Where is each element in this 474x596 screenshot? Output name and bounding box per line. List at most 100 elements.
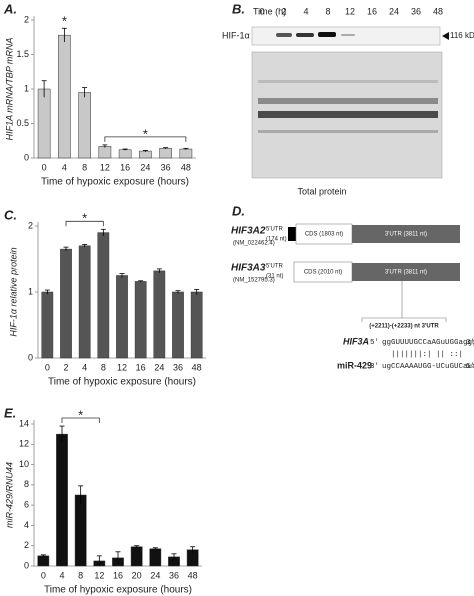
target-seq: ggGUUUUGCCaAGuUGGagggg (382, 339, 474, 347)
x-tick-label: 8 (82, 162, 87, 172)
error-bar (96, 555, 102, 566)
cds: CDS (2010 nt) (304, 270, 342, 276)
x-tick-label: 24 (150, 570, 160, 580)
bar (130, 546, 143, 567)
bracket (61, 417, 100, 424)
x-tick-label: 48 (192, 362, 202, 372)
lane-label: 4 (303, 6, 308, 16)
bar (97, 232, 110, 359)
end-label: 5' (466, 363, 474, 371)
significance: * (82, 211, 87, 226)
error-bar (156, 268, 162, 273)
y-tick-label: 1 (24, 83, 29, 93)
bar (78, 245, 91, 359)
error-bar (163, 147, 169, 150)
band-label: HIF-1α (222, 30, 250, 40)
x-tick-label: 0 (45, 362, 50, 372)
y-tick-label: 8 (24, 479, 29, 489)
bar (139, 150, 152, 159)
bracket (361, 317, 447, 322)
x-tick-label: 0 (42, 162, 47, 172)
x-tick-label: 8 (101, 362, 106, 372)
bar (78, 92, 91, 159)
cds: CDS (1803 nt) (305, 232, 343, 238)
y-tick-label: 0 (24, 152, 29, 162)
x-axis-label: Time of hypoxic exposure (hours) (48, 377, 196, 388)
bar (149, 548, 162, 567)
x-tick-label: 2 (63, 362, 68, 372)
utr5-length: (31 nt) (266, 274, 283, 280)
x-tick-label: 24 (140, 162, 150, 172)
error-bar (175, 290, 181, 294)
gel-band (258, 80, 438, 83)
time-label: Time (h) (253, 6, 286, 16)
error-bar (171, 553, 177, 560)
x-tick-label: 8 (78, 570, 83, 580)
x-tick-label: 16 (113, 570, 123, 580)
bar (172, 291, 184, 359)
accession: (NM_152795.3) (233, 278, 275, 284)
utr5: 5'UTR (266, 227, 283, 233)
bar (153, 270, 166, 359)
bar (37, 88, 51, 159)
error-bar (102, 144, 108, 148)
panel-letter: B. (232, 1, 245, 16)
utr5-length: (174 nt) (266, 237, 287, 243)
utr3-box (352, 263, 460, 281)
panel-letter: D. (232, 203, 245, 218)
x-tick-label: 16 (120, 162, 130, 172)
error-bar (59, 425, 65, 443)
transcript-name: HIF3A2 (231, 226, 266, 237)
error-bar (78, 485, 84, 505)
x-tick-label: 16 (136, 362, 146, 372)
end-label: 5' (370, 339, 379, 347)
bar (74, 494, 87, 567)
gel-band (258, 130, 438, 133)
significance: * (62, 14, 67, 29)
error-bar (138, 280, 144, 283)
lane-label: 2 (281, 6, 286, 16)
significance: * (143, 126, 148, 141)
size-label: 116 kDa (450, 31, 474, 40)
error-bar (152, 547, 158, 550)
y-tick-label: 2 (28, 220, 33, 230)
y-axis-label: miR-429/RNU44 (4, 462, 14, 528)
lane-label: 0 (259, 6, 264, 16)
x-tick-label: 36 (169, 570, 179, 580)
bar (116, 275, 128, 359)
band (341, 34, 355, 36)
band (296, 33, 314, 37)
x-tick-label: 4 (59, 570, 64, 580)
error-bar (115, 551, 121, 564)
lane-label: 48 (433, 6, 443, 16)
x-tick-label: 20 (132, 570, 142, 580)
caption: Total protein (297, 186, 346, 196)
utr5-box (288, 227, 296, 241)
accession: (NM_022462.4) (233, 241, 275, 247)
x-tick-label: 12 (117, 362, 127, 372)
bar (60, 248, 72, 359)
y-axis-label: HIF-1α relative protein (8, 247, 18, 336)
y-tick-label: 1 (28, 286, 33, 296)
arrow (442, 32, 449, 40)
bracket (65, 220, 104, 227)
x-tick-label: 0 (41, 570, 46, 580)
lane-label: 16 (367, 6, 377, 16)
panel-letter: C. (4, 207, 17, 222)
error-bar (194, 288, 200, 295)
transcript-name: HIF3A3 (231, 263, 266, 274)
bar (179, 148, 193, 159)
panel-letter: A. (3, 1, 17, 16)
y-tick-label: 4 (24, 520, 29, 530)
utr3-box (352, 225, 460, 243)
y-tick-label: 2 (24, 540, 29, 550)
panel-b: B. Time (h) HIF-1α 116 kDa Total protein… (222, 1, 474, 196)
error-bar (134, 545, 140, 548)
panel-letter: E. (4, 405, 16, 420)
x-tick-label: 48 (188, 570, 198, 580)
utr3: 3'UTR (3811 nt) (385, 270, 427, 276)
lane-label: 24 (389, 6, 399, 16)
error-bar (40, 554, 46, 557)
y-tick-label: 1.5 (16, 49, 29, 59)
